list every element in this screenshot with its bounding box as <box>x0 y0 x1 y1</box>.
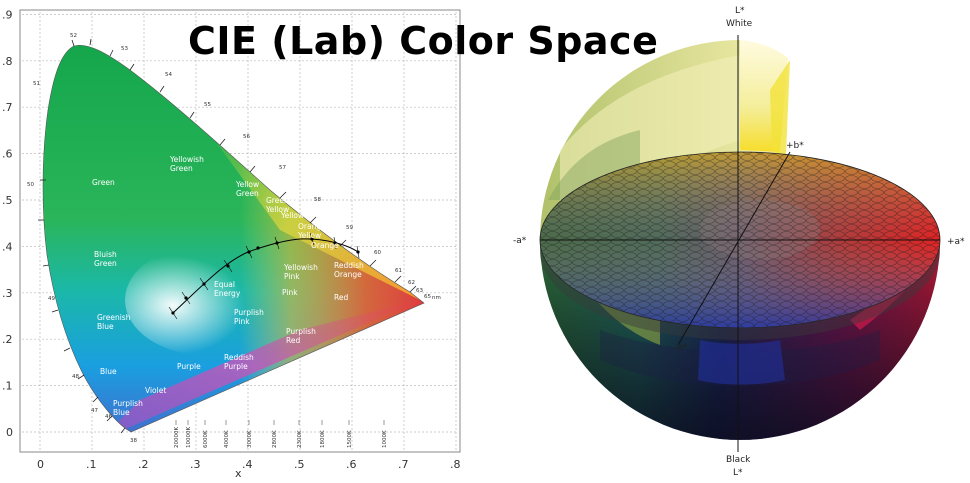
plus-a-label: +a* <box>947 237 965 247</box>
y-tick-label: .3 <box>2 287 13 300</box>
region-label-pink: Pink <box>282 288 298 297</box>
y-tick-label: .2 <box>2 333 13 346</box>
region-label-purple: Purple <box>177 362 201 371</box>
white-label: White <box>726 19 753 29</box>
x-tick-label: .8 <box>450 458 461 471</box>
region-label-bluish-green: Bluish Green <box>94 250 117 268</box>
l-star-bottom-label: L* <box>733 468 743 478</box>
region-label-reddish-purple: Reddish Purple <box>224 353 254 371</box>
svg-text:60: 60 <box>374 250 381 256</box>
region-label-reddish-orange: Reddish Orange <box>334 261 364 279</box>
region-label-yellowish-green: Yellowish Green <box>169 155 204 173</box>
svg-text:59: 59 <box>346 225 353 231</box>
page-title: CIE (Lab) Color Space <box>188 19 659 63</box>
svg-text:57: 57 <box>279 165 286 171</box>
svg-text:62: 62 <box>408 280 415 286</box>
svg-text:4000K: 4000K <box>224 430 230 448</box>
x-tick-label: .6 <box>346 458 357 471</box>
y-tick-label: .9 <box>2 8 13 21</box>
x-tick-label: .4 <box>242 458 253 471</box>
svg-text:47: 47 <box>91 408 98 414</box>
y-tick-label: .5 <box>2 194 13 207</box>
cie-chromaticity-diagram: 46 47 48 49 50 51 52 53 54 55 56 57 58 5… <box>2 8 461 480</box>
minus-a-label: -a* <box>513 236 527 246</box>
svg-text:46: 46 <box>105 414 112 420</box>
x-tick-label: .5 <box>294 458 305 471</box>
x-tick-label: .3 <box>190 458 201 471</box>
svg-text:2300K: 2300K <box>297 430 303 448</box>
svg-text:48: 48 <box>72 374 79 380</box>
svg-text:54: 54 <box>165 72 172 78</box>
x-axis-label: x <box>235 467 242 480</box>
svg-text:63: 63 <box>416 288 423 294</box>
x-tick-label: .1 <box>86 458 97 471</box>
region-label-yellowish-pink: Yellowish Pink <box>283 263 318 281</box>
x-tick-label: 0 <box>37 458 44 471</box>
svg-text:nm: nm <box>432 295 441 301</box>
wavelength-ticks <box>38 38 417 434</box>
region-label-purplish-blue: Purplish Blue <box>113 399 143 417</box>
y-tick-label: .4 <box>2 240 13 253</box>
region-label-orange: Orange <box>311 241 339 250</box>
ab-plane-disc <box>539 151 941 340</box>
region-label-green: Green <box>92 178 115 187</box>
svg-text:53: 53 <box>121 46 128 52</box>
minus-b-label: -b* <box>674 343 688 353</box>
svg-text:1800K: 1800K <box>320 430 326 448</box>
x-axis-ticks: 0 .1 .2 .3 .4 .5 .6 .7 .8 <box>37 458 461 471</box>
black-label: Black <box>726 455 751 465</box>
y-tick-label: .1 <box>2 380 13 393</box>
svg-text:6000K: 6000K <box>203 430 209 448</box>
y-axis-ticks: 0 .1 .2 .3 .4 .5 .6 .7 .8 .9 <box>2 8 13 439</box>
l-star-top-label: L* <box>735 6 745 16</box>
svg-text:49: 49 <box>48 296 55 302</box>
svg-text:58: 58 <box>314 197 321 203</box>
spectral-locus-outline <box>42 44 425 433</box>
region-labels: Green Yellowish Green Yellow Green Greenish Ye… <box>92 155 364 417</box>
svg-text:61: 61 <box>395 268 402 274</box>
y-tick-label: 0 <box>6 426 13 439</box>
y-tick-label: .7 <box>2 101 13 114</box>
svg-text:56: 56 <box>243 134 250 140</box>
sphere-axes <box>540 35 940 452</box>
region-label-equal-energy: Equal Energy <box>214 280 241 298</box>
svg-text:52: 52 <box>70 33 77 39</box>
svg-text:1500K: 1500K <box>347 430 353 448</box>
region-label-purplish-red: Purplish Red <box>286 327 316 345</box>
isotemperature-lines <box>168 232 360 320</box>
region-label-blue: Blue <box>100 367 117 376</box>
region-label-purplish-pink: Purplish Pink <box>234 308 264 326</box>
x-tick-label: .7 <box>398 458 409 471</box>
x-tick-label: .2 <box>138 458 149 471</box>
svg-text:50: 50 <box>27 182 34 188</box>
region-label-greenish-yellow: Greenish Yellow <box>265 196 300 214</box>
plus-b-label: +b* <box>786 141 804 151</box>
lab-color-sphere: L* White +b* -a* +a* -b* Black L* <box>513 6 965 478</box>
svg-text:3000K: 3000K <box>247 430 253 448</box>
svg-text:65: 65 <box>424 294 431 300</box>
region-label-yellow: Yellow <box>280 211 304 220</box>
region-label-greenish-blue: Greenish Blue <box>97 313 131 331</box>
svg-text:2800K: 2800K <box>272 430 278 448</box>
y-tick-label: .6 <box>2 148 13 161</box>
region-label-red: Red <box>334 293 348 302</box>
region-label-yellow-green: Yellow Green <box>235 180 259 198</box>
temperature-labels: 20000K 10000K 6000K 4000K 3000K 2800K 23… <box>174 420 388 448</box>
svg-text:51: 51 <box>33 81 40 87</box>
region-label-orange-yellow: Orange Yellow <box>297 222 326 240</box>
region-label-violet: Violet <box>145 386 166 395</box>
svg-text:55: 55 <box>204 102 211 108</box>
wavelength-labels: 46 47 48 49 50 51 52 53 54 55 56 57 58 5… <box>27 33 441 444</box>
svg-text:1000K: 1000K <box>382 430 388 448</box>
svg-text:10000K: 10000K <box>186 427 192 448</box>
y-tick-label: .8 <box>2 55 13 68</box>
svg-text:20000K: 20000K <box>174 427 180 448</box>
svg-text:38: 38 <box>130 438 137 444</box>
planckian-locus <box>172 238 359 314</box>
